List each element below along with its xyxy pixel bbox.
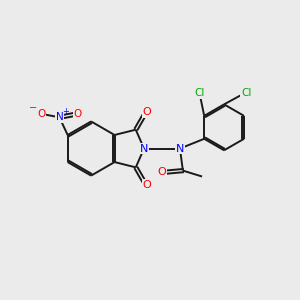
Text: O: O — [37, 110, 45, 119]
Text: O: O — [157, 167, 166, 177]
Text: N: N — [176, 143, 184, 154]
Text: −: − — [29, 103, 37, 113]
Text: O: O — [74, 110, 82, 119]
Text: N: N — [56, 112, 63, 122]
Text: Cl: Cl — [241, 88, 251, 98]
Text: O: O — [142, 107, 151, 117]
Text: O: O — [142, 180, 151, 190]
Text: Cl: Cl — [194, 88, 204, 98]
Text: N: N — [140, 143, 148, 154]
Text: +: + — [62, 107, 69, 116]
